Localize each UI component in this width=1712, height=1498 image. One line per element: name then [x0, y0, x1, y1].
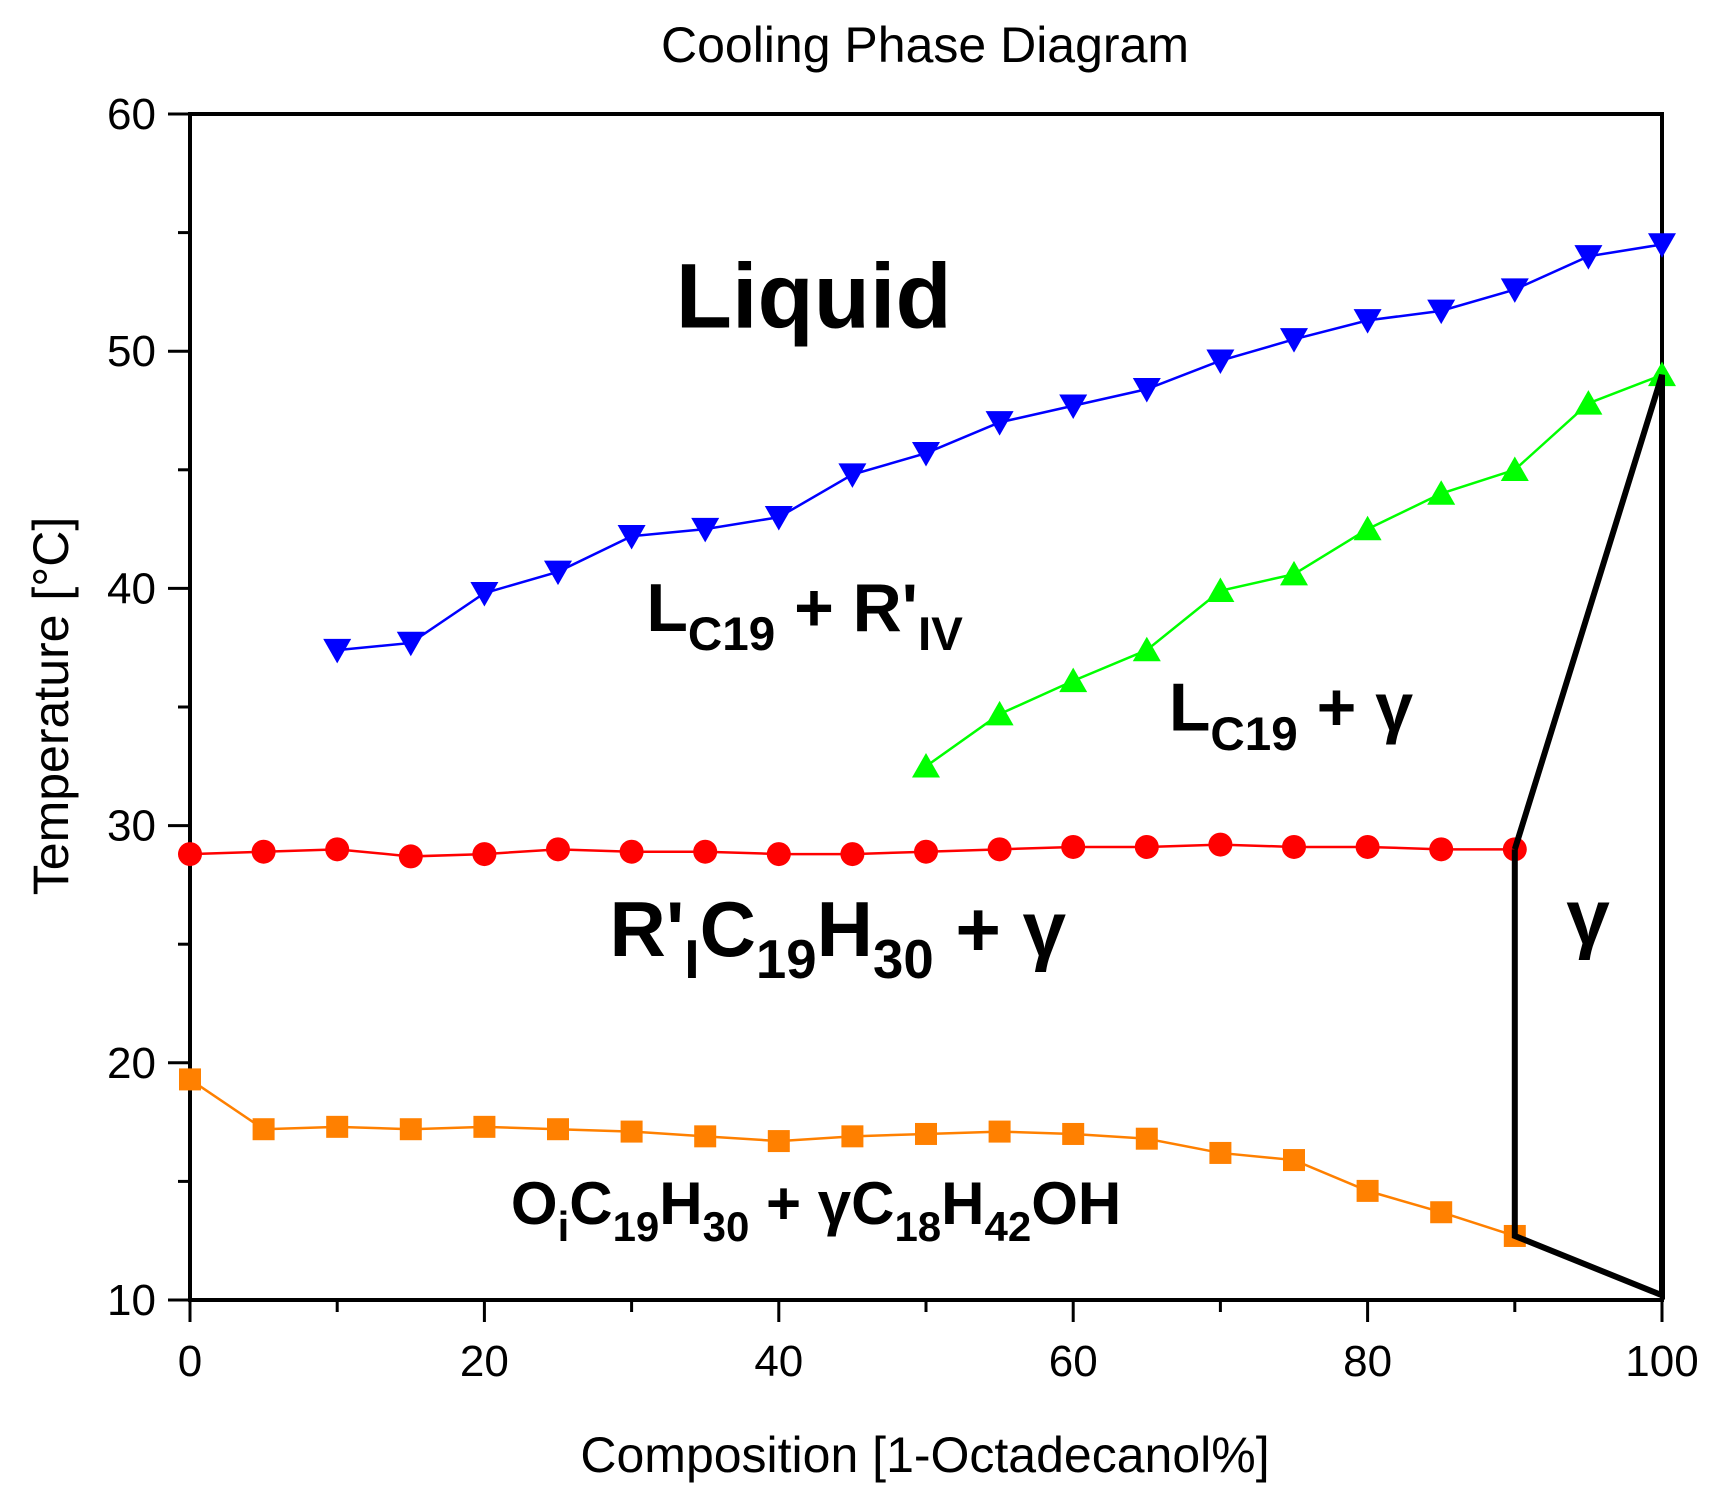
- data-point: [325, 837, 350, 862]
- data-point: [326, 1115, 349, 1138]
- data-point: [1648, 233, 1676, 258]
- region-label-3: R'IC19H30 + γ: [610, 885, 1067, 990]
- data-point: [544, 560, 572, 586]
- data-point: [912, 441, 940, 467]
- data-point: [1356, 1179, 1379, 1202]
- data-point: [1500, 278, 1529, 303]
- data-point: [987, 837, 1012, 862]
- y-tick-label: 50: [107, 327, 156, 376]
- data-point: [178, 842, 202, 867]
- data-point: [840, 842, 865, 867]
- data-point: [323, 638, 352, 664]
- data-point: [1209, 1141, 1232, 1164]
- data-point: [988, 1120, 1011, 1143]
- data-point: [915, 1122, 937, 1145]
- data-point: [1132, 377, 1161, 403]
- data-point: [1429, 837, 1454, 862]
- y-tick-label: 40: [107, 564, 156, 613]
- data-point: [547, 1118, 569, 1141]
- data-point: [1059, 667, 1088, 693]
- data-point: [1059, 394, 1088, 420]
- region-label-2: LC19 + γ: [1169, 670, 1413, 761]
- x-tick-label: 80: [1343, 1337, 1392, 1386]
- data-point: [179, 1068, 201, 1091]
- data-point: [1134, 834, 1159, 859]
- data-point: [620, 1120, 643, 1143]
- y-tick-label: 20: [107, 1039, 156, 1088]
- chart-title: Cooling Phase Diagram: [661, 17, 1189, 73]
- series-0: [323, 233, 1676, 664]
- data-point: [1353, 309, 1382, 334]
- data-point: [1280, 328, 1308, 353]
- region-label-1: LC19 + R'IV: [646, 570, 963, 661]
- phase-boundary-line: [1511, 374, 1665, 1300]
- data-point: [912, 753, 940, 778]
- data-point: [1282, 834, 1306, 859]
- x-tick-label: 0: [178, 1337, 202, 1386]
- data-point: [841, 1125, 864, 1148]
- data-point: [1062, 1122, 1085, 1145]
- region-label-4: γ: [1566, 873, 1610, 961]
- series-3: [179, 1068, 1526, 1247]
- series-2: [178, 832, 1527, 869]
- y-axis-label: Temperature [°C]: [23, 517, 79, 895]
- data-point: [985, 700, 1014, 726]
- data-point: [399, 1118, 422, 1141]
- data-point: [617, 525, 646, 550]
- x-tick-label: 60: [1049, 1337, 1098, 1386]
- series-line: [337, 243, 1663, 652]
- data-point: [694, 1125, 717, 1148]
- data-point: [985, 411, 1014, 436]
- data-point: [252, 1118, 275, 1141]
- data-point: [1430, 1201, 1453, 1224]
- data-point: [1355, 834, 1380, 859]
- data-point: [1427, 299, 1456, 325]
- data-point: [914, 839, 938, 864]
- data-point: [1135, 1127, 1158, 1150]
- data-point: [470, 581, 499, 607]
- data-point: [619, 839, 644, 864]
- x-tick-label: 100: [1625, 1337, 1698, 1386]
- data-point: [546, 837, 570, 862]
- data-point: [691, 517, 720, 543]
- data-point: [1206, 349, 1235, 374]
- data-point: [838, 463, 867, 488]
- data-point: [764, 506, 793, 531]
- region-label-5: OiC19H30 + γC18H42OH: [511, 1170, 1121, 1250]
- data-point: [1427, 480, 1456, 505]
- data-point: [693, 839, 718, 864]
- data-point: [767, 1130, 790, 1153]
- x-axis-label: Composition [1-Octadecanol%]: [580, 1427, 1269, 1483]
- data-point: [1283, 1149, 1305, 1172]
- series-4: [1511, 374, 1665, 1300]
- data-point: [1353, 515, 1382, 541]
- data-point: [1132, 636, 1161, 662]
- data-point: [1574, 245, 1603, 270]
- data-point: [1648, 361, 1676, 387]
- data-point: [1500, 456, 1529, 481]
- region-label-0: Liquid: [676, 245, 952, 347]
- data-point: [1061, 834, 1086, 859]
- y-tick-label: 10: [107, 1276, 156, 1325]
- data-point: [1206, 577, 1235, 602]
- x-tick-label: 40: [754, 1337, 803, 1386]
- x-tick-label: 20: [460, 1337, 509, 1386]
- data-point: [473, 1115, 496, 1138]
- data-point: [766, 842, 791, 867]
- data-point: [398, 844, 423, 869]
- data-point: [1280, 560, 1308, 586]
- series-1: [912, 361, 1676, 778]
- y-tick-label: 30: [107, 802, 156, 851]
- y-tick-label: 60: [107, 90, 156, 139]
- data-point: [472, 842, 497, 867]
- data-point: [1574, 390, 1603, 415]
- data-point: [396, 631, 425, 657]
- data-point: [1208, 832, 1233, 857]
- data-point: [251, 839, 276, 864]
